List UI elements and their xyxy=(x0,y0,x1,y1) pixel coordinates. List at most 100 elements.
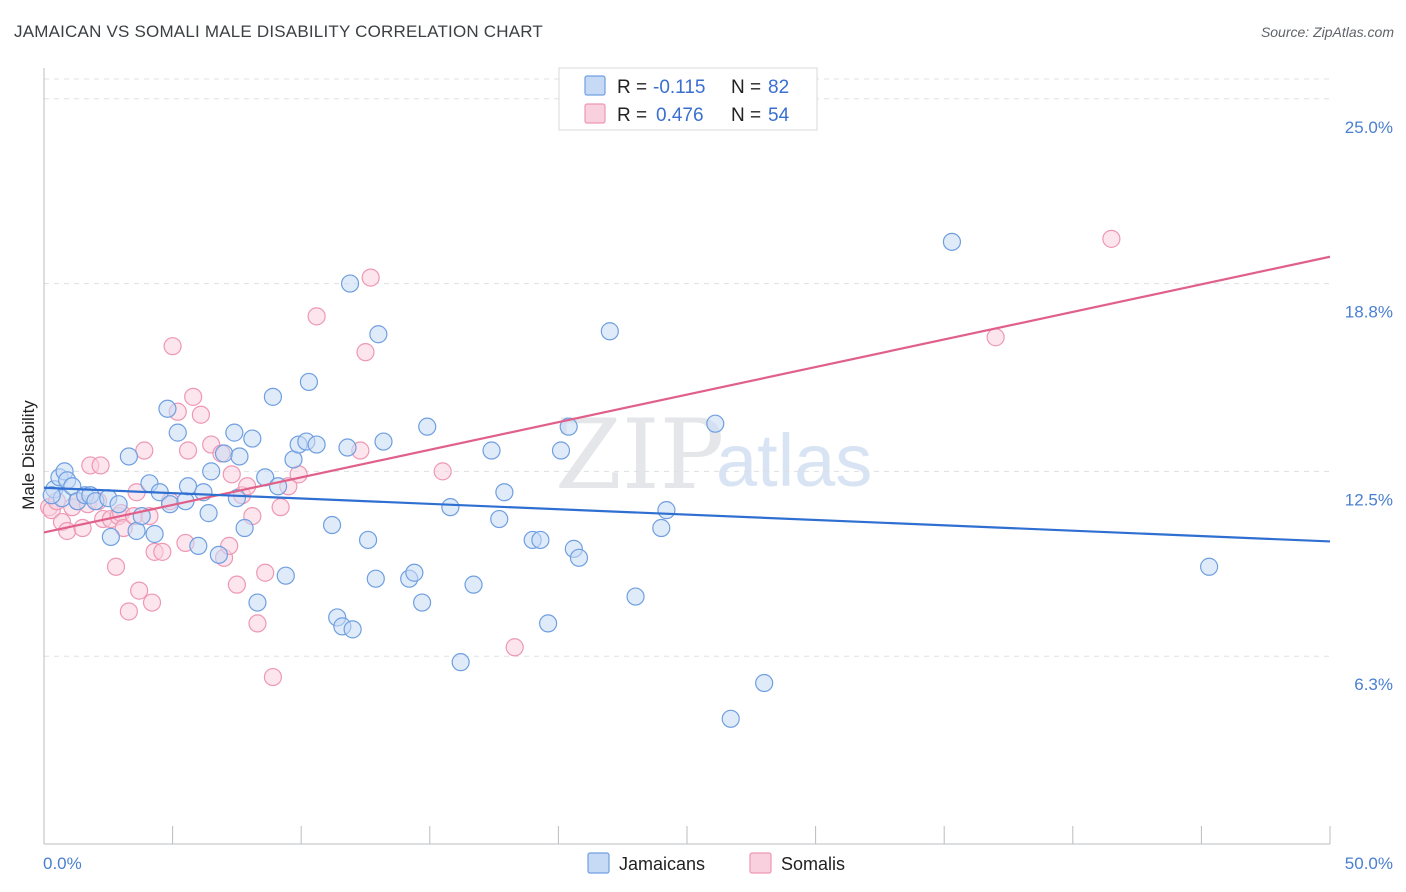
somalis-point xyxy=(227,575,246,594)
jamaicans-point xyxy=(412,593,432,612)
jamaicans-points xyxy=(42,232,1219,728)
jamaicans-point xyxy=(243,429,262,448)
jamaicans-point xyxy=(600,322,619,341)
jamaicans-point xyxy=(374,432,393,451)
somalis-point xyxy=(505,638,524,657)
jamaicans-point xyxy=(145,524,164,544)
watermark-zip: ZIP xyxy=(555,399,724,511)
jamaicans-point xyxy=(358,530,378,550)
legend-r-label-1: R = xyxy=(617,77,647,98)
jamaicans-point xyxy=(626,587,645,606)
jamaicans-point xyxy=(539,614,558,633)
jamaicans-point xyxy=(227,489,246,508)
jamaicans-swatch xyxy=(584,75,606,96)
x-tick-label-min: 0.0% xyxy=(43,854,82,873)
jamaicans-point xyxy=(322,515,342,535)
jamaicans-point xyxy=(276,566,295,585)
jamaicans-point xyxy=(340,274,360,293)
somalis-point xyxy=(163,337,182,356)
jamaicans-point xyxy=(652,518,671,538)
legend-r-value-1: -0.115 xyxy=(653,77,705,98)
jamaicans-point xyxy=(307,435,326,454)
source-credit: Source: ZipAtlas.com xyxy=(1260,24,1394,40)
jamaicans-point xyxy=(559,417,578,436)
jamaicans-point xyxy=(235,518,254,538)
jamaicans-point xyxy=(490,509,509,529)
y-axis-label: Male Disability xyxy=(19,400,38,510)
somalis-point xyxy=(142,593,162,612)
jamaicans-point xyxy=(199,504,218,523)
legend-n-label-2: N = xyxy=(731,105,761,126)
chart-title: JAMAICAN VS SOMALI MALE DISABILITY CORRE… xyxy=(14,22,544,41)
somalis-point xyxy=(130,581,149,600)
x-tick-label-max: 50.0% xyxy=(1345,854,1393,873)
jamaicans-legend-label: Jamaicans xyxy=(619,854,705,874)
jamaicans-point xyxy=(101,527,120,547)
somalis-point xyxy=(256,563,275,582)
somalis-legend-label: Somalis xyxy=(781,854,845,874)
jamaicans-point xyxy=(441,498,460,517)
somalis-point xyxy=(263,667,283,687)
somalis-legend-swatch xyxy=(749,852,772,874)
jamaicans-point xyxy=(209,545,228,564)
somalis-swatch xyxy=(584,103,606,124)
jamaicans-point xyxy=(225,423,244,442)
somalis-point xyxy=(1102,229,1121,248)
jamaicans-point xyxy=(451,653,470,672)
jamaicans-point xyxy=(338,438,357,457)
jamaicans-point xyxy=(230,447,249,466)
jamaicans-trend-line xyxy=(43,486,1331,543)
somalis-point xyxy=(184,387,203,406)
stats-legend: R = -0.115 N = 82 R = 0.476 N = 54 xyxy=(558,67,818,131)
jamaicans-point xyxy=(178,477,198,496)
somalis-trend-line xyxy=(43,255,1331,534)
jamaicans-point xyxy=(109,495,128,514)
somalis-point xyxy=(91,456,110,475)
jamaicans-point xyxy=(706,414,725,433)
somalis-point xyxy=(178,441,198,460)
jamaicans-point xyxy=(495,483,514,502)
jamaicans-point xyxy=(464,575,483,594)
jamaicans-point xyxy=(158,399,177,418)
y-tick-label: 12.5% xyxy=(1345,490,1393,509)
jamaicans-point xyxy=(1200,557,1219,576)
somalis-point xyxy=(271,498,290,517)
trend-lines xyxy=(43,255,1331,543)
somalis-point xyxy=(222,465,241,484)
watermark-atlas: atlas xyxy=(716,419,872,502)
jamaicans-point xyxy=(168,423,187,442)
jamaicans-point xyxy=(119,447,138,466)
y-tick-label: 6.3% xyxy=(1354,675,1393,694)
jamaicans-point xyxy=(418,417,437,436)
legend-r-value-2: 0.476 xyxy=(656,105,704,126)
axes xyxy=(43,68,1331,845)
jamaicans-point xyxy=(369,325,388,344)
jamaicans-point xyxy=(482,441,501,460)
y-tick-label: 25.0% xyxy=(1345,118,1393,137)
jamaicans-point xyxy=(366,569,385,588)
series-legend: Jamaicans Somalis xyxy=(587,852,845,874)
somalis-point xyxy=(356,343,375,362)
jamaicans-point xyxy=(942,232,962,251)
somalis-point xyxy=(106,557,126,576)
somalis-point xyxy=(433,462,452,481)
somalis-point xyxy=(248,614,267,633)
legend-n-label-1: N = xyxy=(731,77,761,98)
jamaicans-point xyxy=(263,387,283,406)
somalis-point xyxy=(986,328,1005,347)
gridlines xyxy=(44,78,1330,657)
somalis-point xyxy=(307,307,326,326)
jamaicans-point xyxy=(189,536,208,556)
somalis-point xyxy=(191,405,210,424)
y-tick-label: 18.8% xyxy=(1345,303,1393,322)
jamaicans-legend-swatch xyxy=(587,852,610,874)
jamaicans-point xyxy=(551,441,571,460)
y-tick-labels: 6.3% 12.5% 18.8% 25.0% xyxy=(1345,118,1393,694)
jamaicans-point xyxy=(531,530,550,550)
legend-n-value-2: 54 xyxy=(768,105,790,126)
somalis-point xyxy=(153,542,172,561)
jamaicans-point xyxy=(214,444,234,463)
jamaicans-point xyxy=(721,709,740,728)
somalis-point xyxy=(361,268,380,287)
